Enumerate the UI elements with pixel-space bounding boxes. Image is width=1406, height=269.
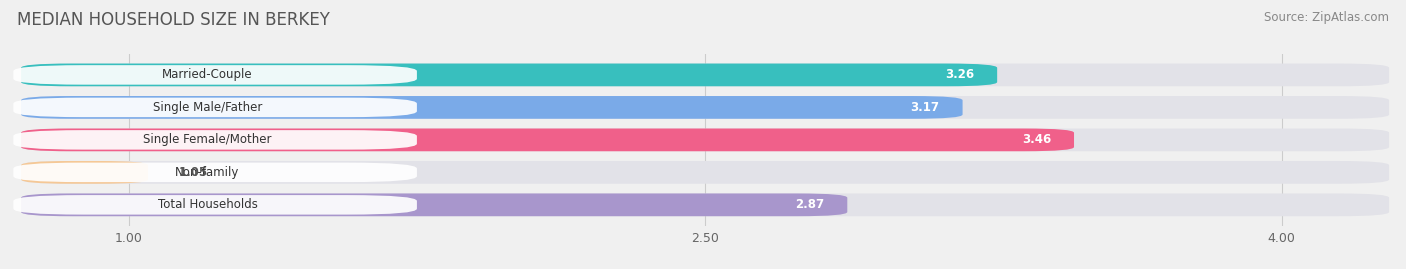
FancyBboxPatch shape xyxy=(21,129,1389,151)
FancyBboxPatch shape xyxy=(21,96,1389,119)
FancyBboxPatch shape xyxy=(14,98,418,117)
FancyBboxPatch shape xyxy=(21,161,148,184)
FancyBboxPatch shape xyxy=(21,63,997,86)
Text: Non-family: Non-family xyxy=(176,166,239,179)
Text: Source: ZipAtlas.com: Source: ZipAtlas.com xyxy=(1264,11,1389,24)
FancyBboxPatch shape xyxy=(21,63,1389,86)
Text: Married-Couple: Married-Couple xyxy=(162,68,253,82)
Text: Total Households: Total Households xyxy=(157,198,257,211)
FancyBboxPatch shape xyxy=(14,195,418,215)
FancyBboxPatch shape xyxy=(21,161,1389,184)
Text: 3.26: 3.26 xyxy=(945,68,974,82)
Text: 1.05: 1.05 xyxy=(179,166,208,179)
FancyBboxPatch shape xyxy=(14,163,418,182)
Text: Single Male/Father: Single Male/Father xyxy=(153,101,262,114)
Text: Single Female/Mother: Single Female/Mother xyxy=(143,133,271,146)
Text: 3.46: 3.46 xyxy=(1022,133,1050,146)
FancyBboxPatch shape xyxy=(21,193,1389,216)
FancyBboxPatch shape xyxy=(21,96,963,119)
Text: 3.17: 3.17 xyxy=(911,101,939,114)
FancyBboxPatch shape xyxy=(14,130,418,150)
FancyBboxPatch shape xyxy=(14,65,418,85)
FancyBboxPatch shape xyxy=(21,193,848,216)
Text: 2.87: 2.87 xyxy=(796,198,824,211)
Text: MEDIAN HOUSEHOLD SIZE IN BERKEY: MEDIAN HOUSEHOLD SIZE IN BERKEY xyxy=(17,11,330,29)
FancyBboxPatch shape xyxy=(21,129,1074,151)
